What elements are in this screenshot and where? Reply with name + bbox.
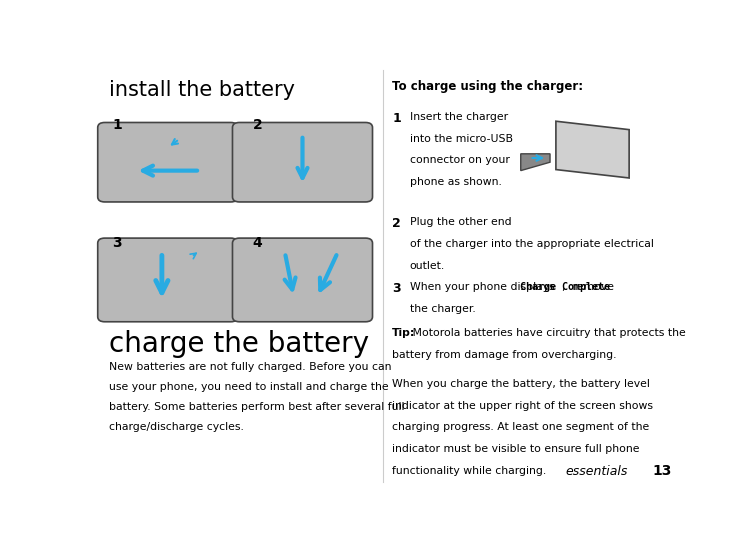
Text: battery from damage from overcharging.: battery from damage from overcharging. (392, 350, 617, 360)
FancyBboxPatch shape (233, 238, 373, 322)
Text: 1: 1 (392, 112, 401, 125)
Text: 3: 3 (392, 282, 401, 295)
FancyBboxPatch shape (98, 238, 237, 322)
Text: 2: 2 (392, 217, 401, 230)
FancyBboxPatch shape (98, 122, 237, 202)
Text: Plug the other end: Plug the other end (410, 217, 511, 227)
Text: 1: 1 (112, 118, 122, 132)
Text: Charge Complete: Charge Complete (519, 282, 609, 292)
Text: 3: 3 (112, 236, 122, 250)
Text: charging progress. At least one segment of the: charging progress. At least one segment … (392, 423, 649, 432)
Text: New batteries are not fully charged. Before you can: New batteries are not fully charged. Bef… (109, 362, 392, 372)
Text: Insert the charger: Insert the charger (410, 112, 508, 122)
Text: Tip:: Tip: (392, 328, 416, 339)
Text: charge/discharge cycles.: charge/discharge cycles. (109, 423, 244, 432)
Text: into the micro-USB: into the micro-USB (410, 134, 513, 144)
Text: charge the battery: charge the battery (109, 330, 369, 358)
Text: 13: 13 (652, 464, 671, 478)
Text: 2: 2 (253, 118, 262, 132)
Text: battery. Some batteries perform best after several full: battery. Some batteries perform best aft… (109, 402, 404, 412)
Text: Motorola batteries have circuitry that protects the: Motorola batteries have circuitry that p… (408, 328, 685, 339)
Text: To charge using the charger:: To charge using the charger: (392, 80, 584, 93)
Text: 4: 4 (253, 236, 262, 250)
Text: indicator must be visible to ensure full phone: indicator must be visible to ensure full… (392, 444, 640, 454)
Text: When your phone displays: When your phone displays (410, 282, 558, 292)
Text: phone as shown.: phone as shown. (410, 177, 501, 187)
Polygon shape (556, 121, 629, 178)
Text: indicator at the upper right of the screen shows: indicator at the upper right of the scre… (392, 401, 653, 411)
Text: When you charge the battery, the battery level: When you charge the battery, the battery… (392, 379, 650, 389)
Text: connector on your: connector on your (410, 156, 510, 165)
Text: functionality while charging.: functionality while charging. (392, 466, 547, 476)
Text: install the battery: install the battery (109, 80, 295, 100)
Text: ,  remove: , remove (562, 282, 615, 292)
Text: outlet.: outlet. (410, 260, 445, 271)
Text: of the charger into the appropriate electrical: of the charger into the appropriate elec… (410, 239, 654, 249)
Text: the charger.: the charger. (410, 304, 476, 314)
Text: essentials: essentials (565, 465, 627, 478)
Polygon shape (521, 154, 550, 170)
Text: use your phone, you need to install and charge the: use your phone, you need to install and … (109, 382, 389, 392)
FancyBboxPatch shape (233, 122, 373, 202)
